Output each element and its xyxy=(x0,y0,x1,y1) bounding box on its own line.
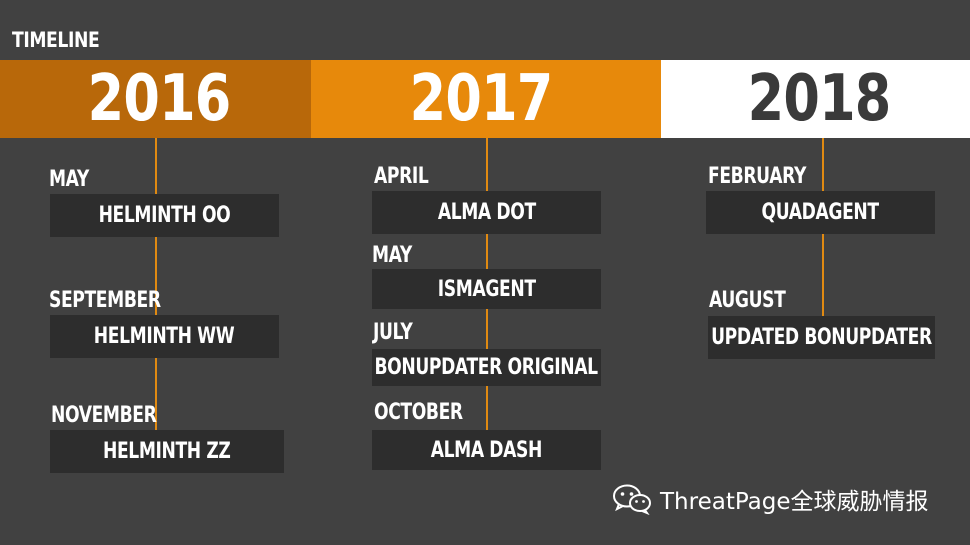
event-label: ISMAGENT xyxy=(437,276,536,302)
event-label: HELMINTH WW xyxy=(94,324,235,349)
event-box: UPDATED BONUPDATER xyxy=(708,316,935,359)
watermark: ThreatPage全球威胁情报 xyxy=(612,482,929,516)
event-month: NOVEMBER xyxy=(51,403,157,428)
event-month: OCTOBER xyxy=(374,400,463,425)
event-month: FEBRUARY xyxy=(708,164,807,189)
event-label: ALMA DASH xyxy=(430,437,543,463)
event-box: BONUPDATER ORIGINAL xyxy=(372,349,601,386)
wechat-icon xyxy=(613,484,651,515)
event-month: MAY xyxy=(372,243,412,268)
event-box: ISMAGENT xyxy=(372,269,601,309)
event-box: HELMINTH ZZ xyxy=(50,430,284,473)
connector-line xyxy=(486,138,488,191)
event-label: UPDATED BONUPDATER xyxy=(711,325,932,350)
event-label: HELMINTH OO xyxy=(98,203,231,228)
year-band-2018: 2018 xyxy=(661,60,970,138)
event-month: AUGUST xyxy=(709,288,786,313)
event-month: JULY xyxy=(373,320,413,345)
event-box: HELMINTH OO xyxy=(50,194,279,237)
year-label: 2016 xyxy=(88,62,232,136)
event-label: HELMINTH ZZ xyxy=(103,439,231,464)
event-month: APRIL xyxy=(374,164,429,189)
year-label: 2018 xyxy=(748,62,892,136)
year-band-2017: 2017 xyxy=(311,60,661,138)
connector-line xyxy=(822,234,824,316)
year-band-2016: 2016 xyxy=(0,60,311,138)
year-label: 2017 xyxy=(409,62,554,136)
timeline-title: TIMELINE xyxy=(12,28,100,52)
connector-line xyxy=(155,237,157,315)
watermark-text: ThreatPage全球威胁情报 xyxy=(660,489,929,515)
event-label: BONUPDATER ORIGINAL xyxy=(374,355,599,380)
connector-line xyxy=(822,138,824,191)
event-box: QUADAGENT xyxy=(706,191,935,234)
connector-line xyxy=(486,234,488,269)
connector-line xyxy=(486,386,488,430)
event-box: ALMA DASH xyxy=(372,430,601,470)
connector-line xyxy=(155,138,157,194)
event-label: QUADAGENT xyxy=(761,200,880,225)
event-box: ALMA DOT xyxy=(372,191,601,234)
event-box: HELMINTH WW xyxy=(50,315,279,358)
connector-line xyxy=(155,355,157,430)
event-label: ALMA DOT xyxy=(437,200,536,225)
event-month: MAY xyxy=(49,167,89,192)
event-month: SEPTEMBER xyxy=(49,288,161,313)
connector-line xyxy=(486,309,488,349)
